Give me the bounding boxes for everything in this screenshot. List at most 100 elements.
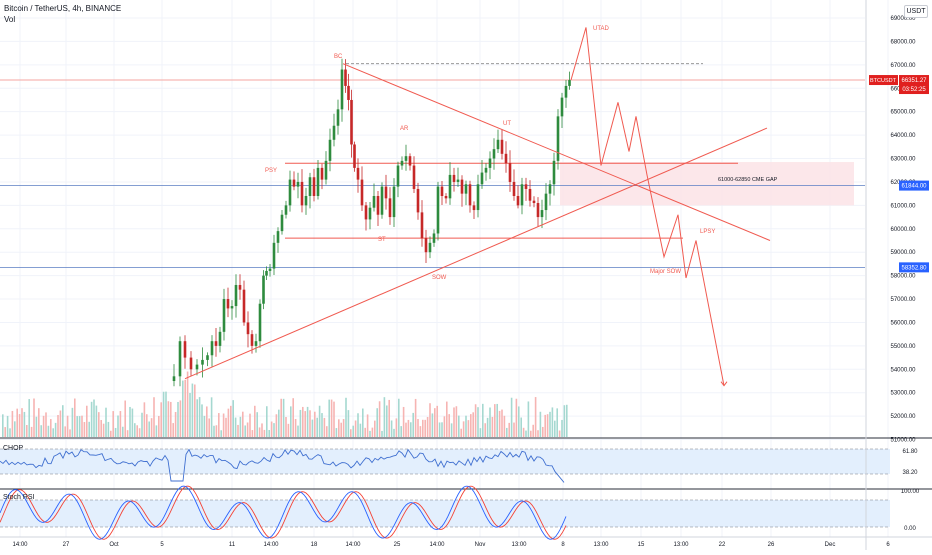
candle-body [524, 184, 528, 189]
volume-bar [551, 407, 554, 437]
volume-bar [112, 411, 114, 437]
volume-bar [292, 398, 294, 437]
volume-bar [438, 422, 441, 437]
time-axis-label: 5 [160, 542, 164, 548]
volume-bar [390, 420, 393, 437]
volume-bar [532, 424, 534, 437]
candle-body [404, 156, 408, 161]
volume-bar [335, 428, 338, 437]
volume-bar [347, 410, 350, 437]
volume-bar [237, 424, 239, 437]
volume-bar [117, 415, 119, 437]
volume-bar [522, 427, 525, 437]
candle-body [444, 195, 448, 199]
annotation-major-sow: Major SOW [650, 269, 681, 275]
projection-path [570, 27, 725, 386]
volume-bar [143, 402, 146, 437]
candle-body [432, 233, 436, 243]
volume-bar [561, 419, 563, 437]
volume-bar [242, 411, 244, 437]
volume-bar [172, 423, 174, 437]
volume-bar [179, 400, 182, 437]
volume-bar [410, 422, 412, 437]
volume-bar [119, 411, 122, 437]
volume-bar [345, 397, 347, 437]
annotation-sow: SOW [432, 275, 447, 281]
volume-bar [136, 425, 138, 437]
volume-bar [477, 407, 479, 437]
volume-bar [28, 399, 30, 437]
volume-bar [443, 416, 446, 437]
time-axis-label: 14:00 [12, 542, 28, 548]
volume-bar [359, 423, 362, 437]
candle-body [464, 184, 468, 194]
level-tag-b-text: 58352.80 [901, 265, 927, 271]
volume-bar [153, 397, 155, 437]
candle-body [340, 69, 344, 110]
candle-body [492, 149, 496, 159]
candle-body [312, 177, 316, 196]
volume-bar [395, 418, 398, 437]
volume-bar [333, 401, 335, 437]
volume-bar [297, 425, 299, 437]
volume-bar [429, 403, 431, 437]
volume-bar [412, 412, 414, 437]
volume-bar [263, 429, 266, 437]
candle-body [508, 163, 512, 182]
volume-bar [184, 379, 186, 437]
candle-body [472, 205, 476, 211]
candle-body [242, 289, 246, 323]
chop-axis-tick: 61.80 [902, 449, 918, 455]
volume-bar [124, 400, 126, 437]
candle-body [360, 179, 364, 206]
volume-bar [446, 401, 448, 437]
candle-body [238, 284, 242, 290]
volume-bar [436, 405, 438, 437]
volume-bar [419, 426, 422, 437]
volume-bar [33, 398, 35, 437]
volume-bar [537, 430, 539, 437]
volume-bar [189, 392, 191, 437]
volume-bar [138, 428, 141, 437]
candle-body [336, 109, 340, 126]
candle-body [265, 270, 268, 276]
volume-bar [38, 408, 40, 437]
volume-bar [246, 422, 249, 437]
currency-button[interactable]: USDT [904, 5, 928, 18]
stoch-axis-tick: 0.00 [904, 526, 916, 532]
volume-bar [304, 411, 306, 437]
volume-bar [450, 423, 453, 437]
volume-bar [57, 414, 59, 437]
candle-body [320, 167, 324, 180]
volume-bar [2, 414, 4, 437]
volume-bar [513, 422, 515, 437]
volume-bar [90, 401, 93, 437]
candle-body [234, 284, 238, 307]
candle-body [516, 195, 520, 206]
chop-axis-tick: 38.20 [902, 470, 918, 476]
chop-line [0, 448, 565, 483]
level-tag-a [899, 180, 929, 191]
volume-bar [81, 415, 83, 437]
volume-bar [59, 410, 62, 437]
volume-bar [323, 417, 326, 437]
volume-bar [506, 427, 508, 437]
annotation-lpsy: LPSY [700, 229, 715, 235]
volume-bar [16, 408, 18, 437]
volume-bar [227, 408, 230, 437]
volume-bar [470, 414, 472, 437]
volume-bar [566, 404, 568, 437]
volume-bar [66, 415, 69, 437]
volume-bar [352, 425, 354, 437]
candle-body [556, 116, 560, 161]
volume-bar [88, 421, 90, 437]
volume-bar [105, 407, 107, 437]
trendline-lower-ascending [184, 127, 768, 380]
volume-bar [386, 405, 388, 437]
candle-body [512, 181, 516, 196]
candle-body [262, 275, 265, 304]
volume-bar [141, 412, 143, 437]
volume-bar [9, 428, 11, 437]
volume-bar [54, 422, 57, 437]
